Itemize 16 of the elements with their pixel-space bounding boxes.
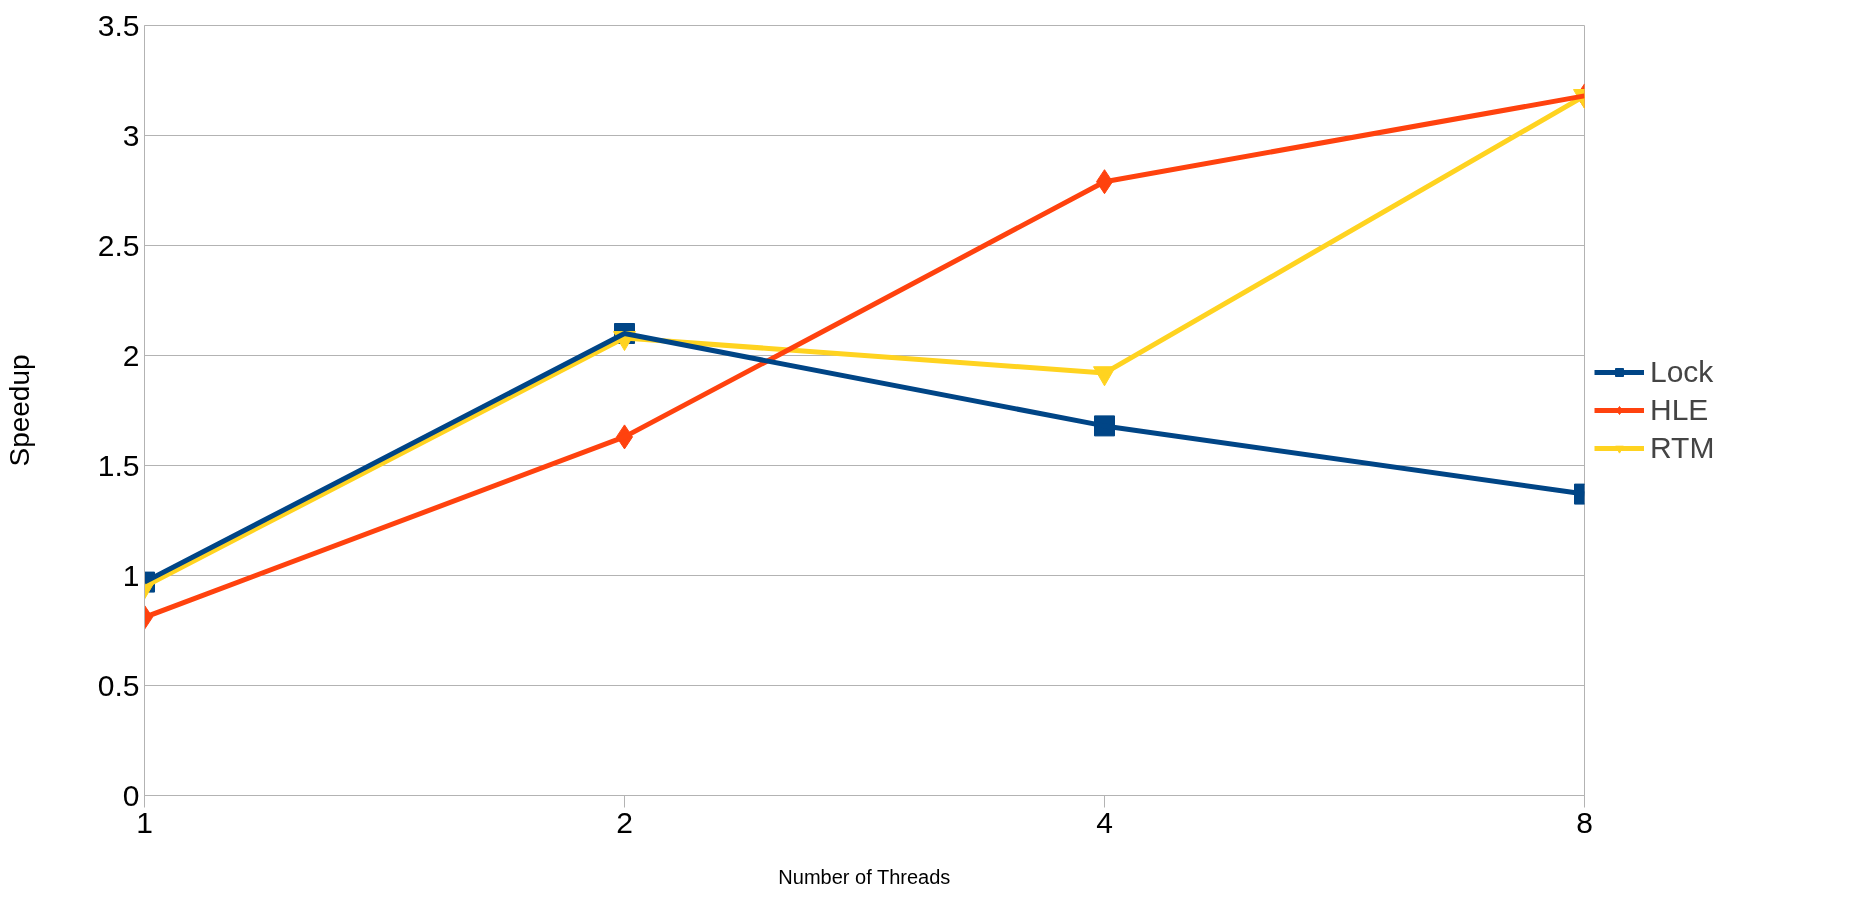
y-tick-label: 1 — [122, 558, 140, 592]
y-tick-label: 2 — [122, 338, 140, 372]
legend-label: Lock — [1650, 355, 1714, 389]
x-tick-label: 2 — [616, 805, 633, 839]
y-tick-label: 2.5 — [97, 228, 140, 262]
y-tick-label: 0 — [122, 778, 140, 812]
y-tick-label: 3.5 — [97, 8, 140, 42]
y-tick-label: 1.5 — [97, 448, 140, 482]
y-tick-label: 0.5 — [97, 668, 140, 702]
y-axis-title: Speedup — [3, 354, 35, 467]
x-tick-label: 4 — [1096, 805, 1113, 839]
x-axis-title: Number of Threads — [778, 865, 951, 888]
y-tick-label: 3 — [122, 118, 140, 152]
x-tick-label: 8 — [1576, 805, 1593, 839]
legend-label: HLE — [1650, 393, 1709, 427]
legend-label: RTM — [1650, 431, 1715, 465]
